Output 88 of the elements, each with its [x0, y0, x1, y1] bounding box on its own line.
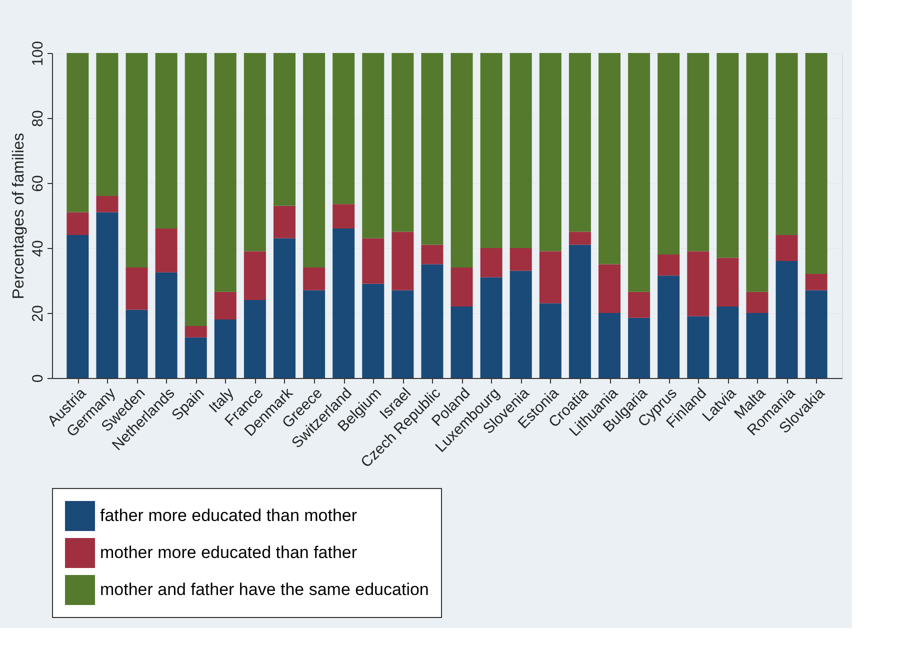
bar: [155, 53, 178, 228]
bar: [805, 290, 828, 378]
bar: [392, 53, 414, 232]
bar: [303, 53, 326, 268]
bar: [332, 53, 355, 204]
bar: [274, 206, 296, 238]
bar: [96, 196, 118, 212]
y-tick-label: 40: [30, 240, 46, 257]
legend-label: mother and father have the same education: [100, 580, 429, 599]
bar: [96, 212, 118, 378]
bar: [746, 53, 768, 292]
bar: [687, 251, 710, 316]
bar: [362, 53, 384, 238]
bar: [274, 53, 296, 206]
bar: [126, 310, 148, 378]
bar: [746, 313, 768, 378]
bar: [421, 244, 444, 264]
bar: [184, 53, 207, 326]
bar: [776, 261, 798, 378]
bar: [510, 270, 532, 378]
y-tick-label: 20: [30, 305, 46, 322]
bar: [155, 228, 178, 272]
legend-label: father more educated than mother: [100, 506, 358, 525]
bar: [776, 235, 798, 261]
bar: [598, 53, 620, 264]
bar: [776, 53, 798, 235]
y-tick-label: 0: [30, 374, 46, 383]
bar: [244, 53, 266, 252]
bar: [568, 232, 591, 245]
bar: [716, 306, 739, 378]
bar: [450, 306, 473, 378]
bar: [598, 264, 620, 313]
bar: [568, 53, 591, 232]
y-tick-label: 60: [30, 175, 46, 192]
bar: [687, 53, 710, 252]
bar: [155, 272, 178, 378]
bar: [716, 258, 739, 306]
bar: [658, 53, 680, 254]
bar: [332, 204, 355, 228]
bar: [392, 290, 414, 378]
bar: [66, 212, 89, 235]
bar: [303, 268, 326, 290]
bar: [480, 248, 502, 278]
bar: [450, 268, 473, 306]
bar: [126, 268, 148, 310]
y-tick-label: 80: [30, 110, 46, 127]
bar: [214, 320, 236, 378]
y-tick-label: 100: [30, 40, 46, 66]
bar: [244, 300, 266, 378]
bar: [510, 248, 532, 271]
bar: [244, 251, 266, 300]
legend-label: mother more educated than father: [100, 543, 358, 562]
bar: [303, 290, 326, 378]
y-axis-title: Percentages of families: [10, 132, 28, 300]
bar: [539, 251, 562, 304]
bar: [274, 238, 296, 378]
bar: [66, 235, 89, 378]
bar: [66, 53, 89, 212]
bar: [450, 53, 473, 268]
bar: [598, 313, 620, 378]
bar: [184, 326, 207, 338]
bar: [96, 53, 118, 196]
bar: [214, 292, 236, 320]
bar: [628, 53, 650, 292]
bar: [421, 53, 444, 245]
bar: [746, 292, 768, 313]
bar: [539, 303, 562, 378]
bar: [184, 337, 207, 378]
bar: [658, 254, 680, 276]
bar: [362, 238, 384, 284]
bar: [362, 284, 384, 378]
bar: [480, 277, 502, 378]
bar: [805, 53, 828, 274]
bar: [332, 228, 355, 378]
bar: [392, 232, 414, 290]
bar: [805, 274, 828, 290]
bar: [628, 318, 650, 378]
bar: [214, 53, 236, 292]
bar: [658, 276, 680, 378]
bar: [687, 316, 710, 378]
bar: [126, 53, 148, 268]
bar: [568, 244, 591, 378]
bar: [539, 53, 562, 252]
bar: [480, 53, 502, 248]
bar: [421, 264, 444, 378]
bar: [510, 53, 532, 248]
bar: [628, 292, 650, 318]
bar: [716, 53, 739, 258]
